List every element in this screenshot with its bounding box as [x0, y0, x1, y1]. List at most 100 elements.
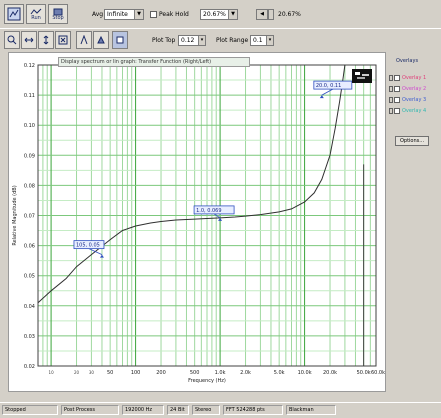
plot-top-field[interactable]: 0.12 ▾	[178, 35, 206, 46]
marker-arrow	[218, 217, 223, 221]
overlay-header: Overlays	[396, 58, 419, 64]
overlay-label: Overlay 3	[402, 97, 427, 103]
overlay-checkbox[interactable]	[394, 86, 400, 92]
pan-icon	[115, 35, 125, 45]
chevron-down-icon: ▼	[228, 10, 237, 19]
main-toolbar: Run Stop Avg Infinite ▼ Peak Hold 20.67%…	[0, 0, 441, 28]
x-tick-label: 50.0k	[357, 370, 371, 376]
x-tick-label: 50	[107, 370, 113, 376]
scroll-left-button[interactable]: ◀	[256, 9, 268, 20]
transfer-function-line	[37, 64, 346, 304]
options-button[interactable]: Options...	[395, 136, 429, 146]
x-tick-label-minor: 20	[74, 370, 80, 375]
y-tick-label: 0.11	[24, 93, 35, 99]
x-tick-labels: 50 100 200 500 1.0k 2.0k 5.0k 10.0k 20.0k 50.0k 60…	[49, 370, 386, 376]
plot-panel[interactable]	[8, 52, 386, 392]
y-tick-labels: 0.12 0.11 0.10 0.09 0.08 0.07 0.06 0.05 0.04 0.03…	[24, 63, 35, 370]
level-slider-thumb[interactable]	[268, 9, 274, 20]
x-tick-label: 500	[190, 370, 200, 376]
y-axis-label: Relative Magnitude (dB)	[12, 185, 18, 245]
run-button[interactable]: Run	[26, 4, 46, 24]
y-tick-label: 0.09	[24, 153, 35, 159]
status-field: Stereo	[192, 405, 220, 415]
settings-button[interactable]	[4, 4, 24, 24]
peak-hold-checkbox[interactable]	[150, 11, 157, 18]
marker-label: 1.0, 0.069	[196, 208, 221, 214]
marker-arrow	[99, 254, 104, 258]
peak-hold-label: Peak Hold	[159, 11, 189, 18]
marker-icon	[96, 35, 106, 45]
zoom-y-icon	[41, 35, 51, 45]
marker-leader	[213, 213, 221, 219]
zoom-button[interactable]	[4, 31, 20, 49]
status-field: Stopped	[2, 405, 58, 415]
y-tick-label: 0.03	[24, 334, 35, 340]
marker-box	[193, 205, 235, 215]
y-tick-label: 0.02	[24, 364, 35, 370]
plot-range-field[interactable]: 0.1 ▾	[250, 35, 274, 46]
overlay-checkbox[interactable]	[394, 108, 400, 114]
overlay-swatch[interactable]	[389, 108, 393, 114]
legend-icon	[352, 72, 372, 85]
pan-button[interactable]	[112, 31, 128, 49]
cursor-button[interactable]	[76, 31, 92, 49]
y-tick-label: 0.06	[24, 244, 35, 250]
transfer-function-chart[interactable]: 0.12 0.11 0.10 0.09 0.08 0.07 0.06 0.05 0.04 0.03…	[8, 52, 386, 392]
x-tick-label-minor: 10	[49, 370, 55, 375]
chevron-left-icon: ◀	[257, 10, 267, 19]
y-tick-label: 0.04	[24, 304, 35, 310]
settings-icon	[7, 7, 21, 21]
plot-range-label: Plot Range	[216, 37, 249, 44]
overlay-swatch[interactable]	[389, 97, 393, 103]
run-icon	[30, 8, 42, 16]
legend-toggle-button[interactable]	[352, 69, 372, 83]
overlay-row[interactable]: Overlay 2	[388, 85, 441, 94]
status-field: Post Process	[61, 405, 119, 415]
x-tick-label: 20.0k	[323, 370, 337, 376]
run-button-label: Run	[31, 14, 41, 21]
zoom-icon	[7, 35, 17, 45]
y-tick-label: 0.05	[24, 274, 35, 280]
overlay-row[interactable]: Overlay 3	[388, 96, 441, 105]
overlay-swatch[interactable]	[389, 86, 393, 92]
marker-leader	[321, 88, 334, 96]
view-toolbar: Plot Top 0.12 ▾ Plot Range 0.1 ▾	[0, 28, 441, 51]
x-tick-label-minor: 30	[89, 370, 95, 375]
plot-top-label: Plot Top	[152, 37, 176, 44]
peak-hold-select-value: 20.67%	[203, 11, 226, 18]
marker-leader	[88, 248, 103, 255]
plot-range-value: 0.1	[253, 37, 263, 44]
marker-button[interactable]	[93, 31, 109, 49]
spin-icon: ▾	[198, 36, 205, 45]
avg-label: Avg	[92, 11, 104, 18]
overlay-checkbox[interactable]	[394, 75, 400, 81]
y-tick-label: 0.12	[24, 63, 35, 69]
plot-top-value: 0.12	[181, 37, 195, 44]
spin-icon: ▾	[266, 36, 273, 45]
x-tick-label: 10.0k	[298, 370, 312, 376]
peak-hold-select[interactable]: 20.67% ▼	[200, 9, 238, 20]
overlay-label: Overlay 4	[402, 108, 427, 114]
x-tick-label: 1.0k	[215, 370, 226, 376]
overlay-row[interactable]: Overlay 1	[388, 74, 441, 83]
zoom-y-button[interactable]	[38, 31, 54, 49]
overlay-checkbox[interactable]	[394, 97, 400, 103]
x-tick-label: 60.0k	[371, 370, 385, 376]
overlay-swatch[interactable]	[389, 75, 393, 81]
status-bar: Stopped Post Process 192000 Hz 24 Bit Stereo…	[0, 402, 441, 418]
marker-arrow	[319, 95, 324, 99]
zoom-fit-button[interactable]	[55, 31, 71, 49]
marker-box	[73, 240, 105, 250]
stop-button-label: Stop	[52, 14, 64, 21]
stop-icon	[52, 8, 64, 16]
x-tick-label: 100	[131, 370, 141, 376]
zoom-x-button[interactable]	[21, 31, 37, 49]
status-field: Blackman	[286, 405, 336, 415]
overlay-label: Overlay 2	[402, 86, 427, 92]
stop-button[interactable]: Stop	[48, 4, 68, 24]
zoom-fit-icon	[58, 35, 68, 45]
avg-select[interactable]: Infinite ▼	[104, 9, 144, 20]
marker-label: 105, 0.05	[76, 243, 100, 249]
y-tick-label: 0.07	[24, 214, 35, 220]
overlay-row[interactable]: Overlay 4	[388, 107, 441, 116]
